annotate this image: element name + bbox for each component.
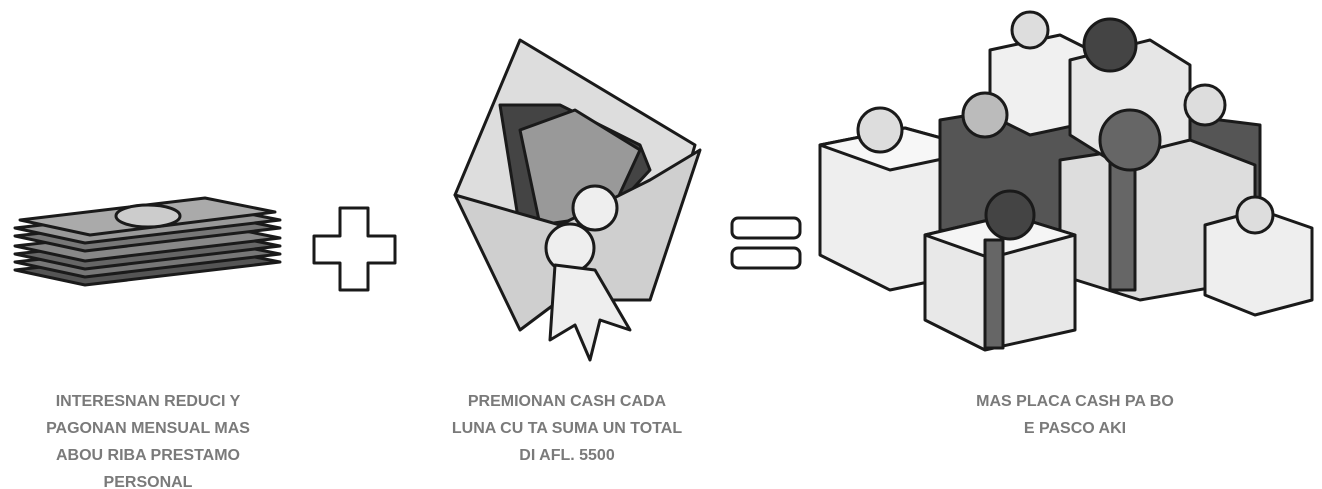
caption-line: PREMIONAN CASH CADA (468, 393, 667, 410)
caption-line: PAGONAN MENSUAL MAS (46, 420, 250, 437)
infographic: INTERESNAN REDUCI Y PAGONAN MENSUAL MAS AB… (0, 0, 1322, 489)
plus-sign (314, 208, 395, 290)
gift-pile (820, 12, 1312, 350)
caption-line: PERSONAL (104, 474, 193, 489)
equals-sign (732, 218, 800, 268)
caption-line: LUNA CU TA SUMA UN TOTAL (452, 420, 682, 437)
caption-line: E PASCO AKI (1024, 420, 1126, 437)
caption-line: INTERESNAN REDUCI Y (56, 393, 241, 410)
envelope (455, 40, 700, 360)
caption-line: DI AFL. 5500 (519, 447, 615, 464)
caption-line: ABOU RIBA PRESTAMO (56, 447, 240, 464)
money-stack (15, 198, 280, 285)
caption-line: MAS PLACA CASH PA BO (976, 393, 1174, 410)
